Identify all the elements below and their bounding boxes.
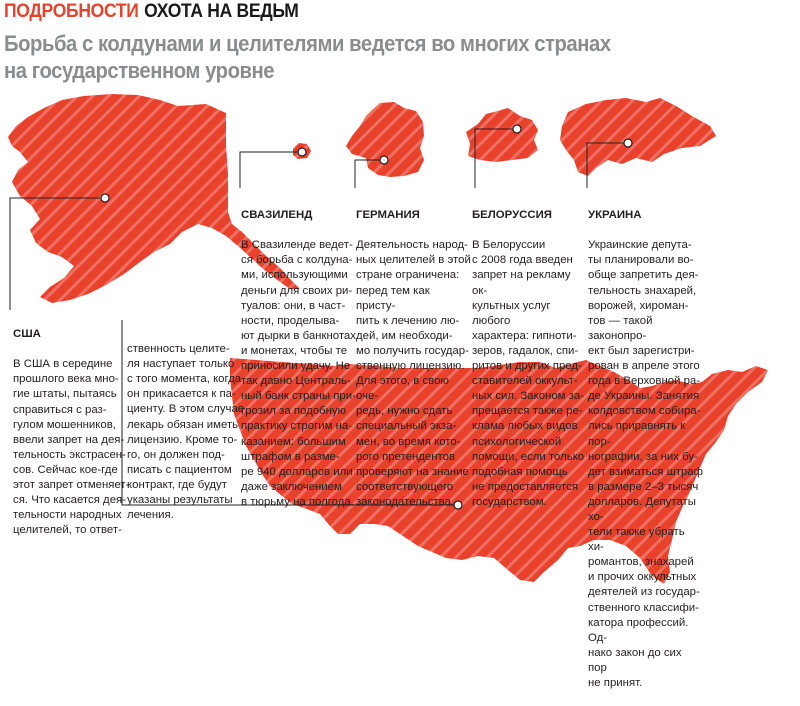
markers	[100, 124, 633, 510]
germany-text: Деятельность народ- ных целителей в этой…	[356, 239, 471, 508]
country-map-layer	[8, 94, 768, 584]
ukraine-column: УКРАИНА Украинские депута- ты планировал…	[588, 193, 703, 706]
usa-leader-line	[9, 197, 105, 310]
usa-marker	[100, 193, 110, 203]
germany-shape	[346, 102, 424, 177]
page-header: ПОДРОБНОСТИ ОХОТА НА ВЕДЬМ	[4, 0, 299, 24]
swaziland-text: В Свазиленде ведет- ся борьба с колдуна-…	[241, 239, 356, 508]
germany-leader-line	[354, 159, 384, 188]
usa-column: США В США в середине прошлого века мно- …	[13, 312, 131, 554]
usa-second-leader-line	[121, 320, 458, 506]
ukraine-shape	[560, 98, 716, 176]
usa-column-continued: ственность целите- ля наступает только с…	[127, 327, 245, 538]
usa-heading: США	[13, 328, 41, 341]
infographic: ПОДРОБНОСТИ ОХОТА НА ВЕДЬМ Борьба с колду…	[4, 0, 768, 689]
leader-lines	[9, 128, 628, 506]
swaziland-heading: СВАЗИЛЕНД	[241, 209, 313, 222]
belarus-text: В Белоруссии с 2008 года введен запрет н…	[472, 239, 585, 508]
swaziland-column: СВАЗИЛЕНД В Свазиленде ведет- ся борьба …	[241, 193, 356, 525]
belarus-marker	[512, 124, 522, 134]
belarus-leader-line	[474, 128, 517, 188]
usa-second-marker	[453, 500, 463, 510]
usa-text-part2: ственность целите- ля наступает только с…	[127, 343, 245, 522]
topic-label: ОХОТА НА ВЕДЬМ	[144, 1, 299, 22]
usa-shape	[230, 358, 768, 584]
ukraine-marker	[623, 138, 633, 148]
usa-text-part1: В США в середине прошлого века мно- гие …	[13, 358, 130, 537]
section-label: ПОДРОБНОСТИ	[4, 1, 139, 22]
belarus-heading: БЕЛОРУССИЯ	[472, 209, 552, 222]
germany-column: ГЕРМАНИЯ Деятельность народ- ных целител…	[356, 193, 471, 525]
alaska-shape	[8, 94, 300, 303]
ukraine-text: Украинские депута- ты планировали во- об…	[588, 239, 703, 689]
germany-marker	[379, 155, 389, 165]
swaziland-marker	[297, 147, 307, 157]
page-subtitle: Борьба с колдунами и целителями ведется …	[4, 31, 611, 83]
belarus-column: БЕЛОРУССИЯ В Белоруссии с 2008 года введ…	[472, 193, 587, 525]
germany-heading: ГЕРМАНИЯ	[356, 209, 420, 222]
swaziland-leader-line	[239, 151, 302, 188]
belarus-shape	[466, 108, 538, 162]
ukraine-leader-line	[586, 142, 628, 188]
ukraine-heading: УКРАИНА	[588, 209, 642, 222]
